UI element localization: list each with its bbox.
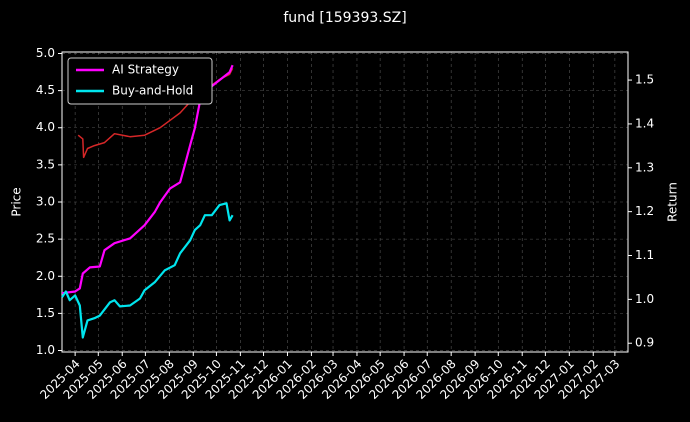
y-tick-label: 2.5 [36, 232, 55, 246]
y-tick-label: 3.0 [36, 195, 55, 209]
y-tick-label: 1.0 [36, 343, 55, 357]
y-tick-label: 1.5 [36, 306, 55, 320]
legend-label: AI Strategy [112, 63, 179, 77]
y-axis-label: Price [10, 187, 24, 216]
y2-tick-label: 1.4 [635, 116, 654, 130]
y2-tick-label: 1.2 [635, 204, 654, 218]
chart-title: fund [159393.SZ] [283, 10, 406, 26]
y-tick-label: 4.0 [36, 120, 55, 134]
y2-tick-label: 0.9 [635, 336, 654, 350]
y2-tick-label: 1.5 [635, 73, 654, 87]
y-tick-label: 5.0 [36, 46, 55, 60]
y2-tick-label: 1.1 [635, 248, 654, 262]
y2-tick-label: 1.0 [635, 292, 654, 306]
plot-frame [61, 51, 629, 353]
y-tick-label: 4.5 [36, 83, 55, 97]
y2-axis-label: Return [666, 182, 680, 222]
series-line [61, 202, 234, 339]
y-tick-label: 3.5 [36, 157, 55, 171]
legend-label: Buy-and-Hold [112, 84, 193, 98]
y-tick-label: 2.0 [36, 269, 55, 283]
y2-tick-label: 1.3 [635, 160, 654, 174]
legend: AI Strategy Buy-and-Hold [67, 57, 213, 105]
